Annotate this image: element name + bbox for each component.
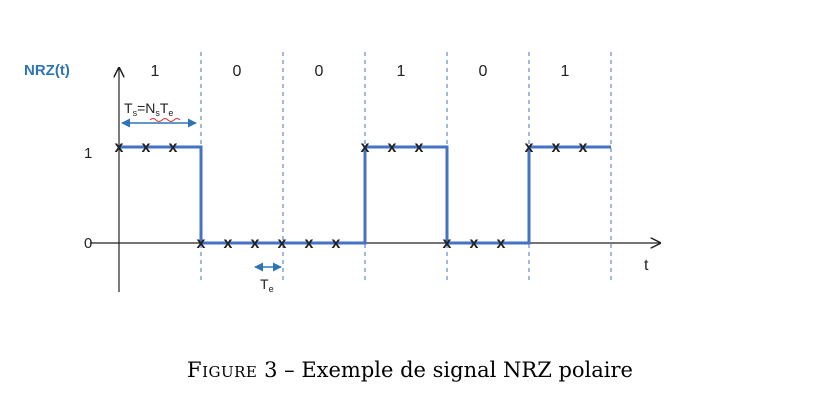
bit-boundaries [200,52,612,282]
bit-label: 1 [397,63,406,80]
ts-annotation: Ts=NsTe [124,100,173,118]
spellcheck-underline [149,118,181,122]
sample-mark: x [361,139,370,156]
sample-mark: x [115,139,124,156]
te-annotation: Te [260,276,274,294]
x-axis-label: t [644,257,649,274]
sample-mark: x [197,235,206,252]
bit-label: 0 [233,63,242,80]
sample-mark: x [278,235,287,252]
caption-number: 3 [264,358,278,382]
figure-caption: Figure 3 – Exemple de signal NRZ polaire [0,358,820,382]
sample-mark: x [388,139,397,156]
y-axis-label: NRZ(t) [24,62,70,79]
sample-mark: x [251,235,260,252]
bit-labels: 1 0 0 1 0 1 [151,63,570,80]
caption-figure-word: Figure [187,358,258,382]
sample-mark: x [497,235,506,252]
caption-text: Exemple de signal NRZ polaire [301,358,633,382]
nrz-signal-path [119,145,611,245]
bit-label: 1 [561,63,570,80]
sample-mark: x [415,139,424,156]
bit-label: 0 [315,63,324,80]
sample-mark: x [332,235,341,252]
sample-mark: x [305,235,314,252]
bit-label: 1 [151,63,160,80]
y-tick-label-1: 1 [84,145,92,162]
sample-mark: x [525,139,534,156]
sample-marks: x x x x x x x x x x x x x x x x x x [115,139,588,252]
caption-separator: – [284,358,295,382]
sample-mark: x [443,235,452,252]
bit-label: 0 [479,63,488,80]
y-tick-label-0: 0 [84,235,92,252]
sample-mark: x [552,139,561,156]
sample-mark: x [579,139,588,156]
sample-mark: x [470,235,479,252]
sample-mark: x [224,235,233,252]
sample-mark: x [169,139,178,156]
sample-mark: x [142,139,151,156]
